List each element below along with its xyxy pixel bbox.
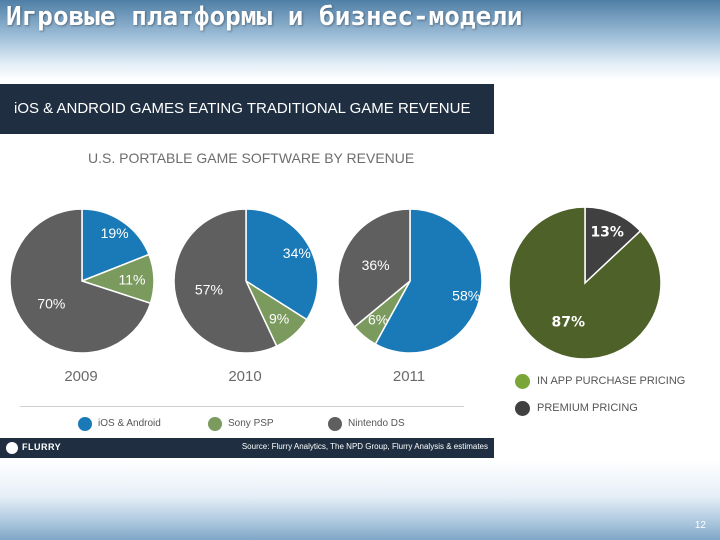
source-note: Source: Flurry Analytics, The NPD Group,… [241, 442, 488, 451]
header-band [0, 0, 720, 80]
pricing-pie-label-in-app-purchase-pricing: 87% [552, 315, 586, 331]
footer-band: 12 [0, 460, 720, 540]
pricing-pie-slice-premium-pricing [584, 206, 642, 285]
legend-dot-in-app-purchase [515, 374, 530, 389]
chart-subtitle: U.S. PORTABLE GAME SOFTWARE BY REVENUE [88, 150, 415, 166]
pie-2011-slice-ios-android [374, 208, 483, 354]
legend-dot-sony-psp [208, 417, 222, 431]
legend-dot-premium [515, 401, 530, 416]
pie-2011-label-ios-android: 58% [452, 287, 480, 303]
pie-2009-label-nintendo-ds: 70% [37, 295, 65, 311]
year-label-2010: 2010 [228, 368, 262, 385]
year-label-2009: 2009 [64, 368, 98, 385]
pricing-pie-slice-in-app-purchase-pricing [508, 206, 662, 360]
legend-label-ios-android: iOS & Android [98, 418, 161, 429]
panel-footer: FLURRY Source: Flurry Analytics, The NPD… [0, 438, 494, 458]
panel-header-text: iOS & ANDROID GAMES EATING TRADITIONAL G… [14, 100, 471, 117]
revenue-pies: 19% 11% 70% 34% 9% 57% 58% 6% 36% [9, 208, 483, 354]
pie-2010-label-sony-psp: 9% [269, 311, 289, 327]
pie-2009-label-sony-psp: 11% [119, 271, 146, 287]
legend-label-nintendo-ds: Nintendo DS [348, 418, 405, 429]
flurry-logo-text: FLURRY [22, 442, 62, 452]
legend-divider [20, 406, 464, 407]
pie-2011-label-nintendo-ds: 36% [362, 257, 390, 273]
pie-2011-slice-nintendo-ds [337, 208, 411, 328]
pie-2010-slice-nintendo-ds [173, 208, 278, 354]
year-label-2011: 2011 [392, 368, 426, 385]
flurry-logo-icon [6, 442, 18, 454]
panel-header: iOS & ANDROID GAMES EATING TRADITIONAL G… [0, 84, 494, 134]
legend-label-sony-psp: Sony PSP [228, 418, 274, 429]
pie-2009-slice-ios-android [81, 208, 150, 283]
revenue-chart-panel: iOS & ANDROID GAMES EATING TRADITIONAL G… [0, 84, 494, 458]
pie-2010-label-nintendo-ds: 57% [195, 281, 223, 297]
legend-dot-ios-android [78, 417, 92, 431]
pie-2009-slice-nintendo-ds [9, 208, 152, 354]
slide-title: Игровые платформы и бизнес-модели [6, 2, 523, 32]
page-number: 12 [694, 520, 706, 531]
pie-2009-label-ios-android: 19% [101, 225, 129, 241]
pie-2010-label-ios-android: 34% [283, 245, 311, 261]
legend-label-premium: PREMIUM PRICING [537, 402, 638, 414]
pricing-pie-label-premium-pricing: 13% [590, 225, 624, 241]
legend-dot-nintendo-ds [328, 417, 342, 431]
pie-2011-label-sony-psp: 6% [368, 312, 388, 328]
legend-label-in-app-purchase: IN APP PURCHASE PRICING [537, 375, 686, 387]
